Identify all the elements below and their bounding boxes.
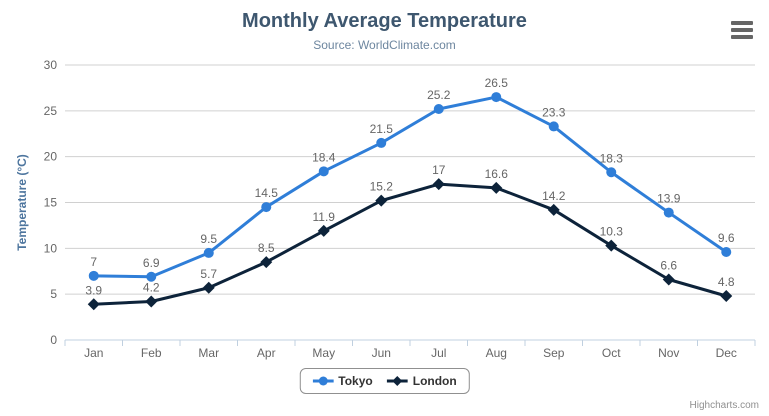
data-point-tokyo-nov[interactable] [663,207,674,218]
london-series-icon [386,376,408,386]
y-axis-tick-label: 0 [50,333,57,347]
data-point-london-dec[interactable] [720,290,733,302]
hamburger-menu-icon [731,35,753,39]
data-point-tokyo-sep[interactable] [548,121,559,132]
data-label: 4.8 [718,275,735,289]
data-point-tokyo-jun[interactable] [376,137,387,148]
x-axis-tick-label: Dec [716,346,737,360]
x-axis-tick-label: May [312,346,335,360]
data-label: 11.9 [313,210,336,224]
data-point-tokyo-feb[interactable] [146,271,157,282]
legend-label-london: London [412,374,457,388]
data-label: 26.5 [485,76,509,90]
data-point-tokyo-apr[interactable] [261,202,272,213]
data-label: 14.5 [255,186,279,200]
data-point-london-jun[interactable] [375,194,388,207]
data-label: 16.6 [485,167,509,181]
legend-label-tokyo: Tokyo [338,374,373,388]
series-line-tokyo[interactable] [92,95,728,279]
x-axis-tick-label: Jan [84,346,103,360]
data-label: 18.3 [600,151,624,165]
chart-subtitle: Source: WorldClimate.com [313,38,456,52]
data-label: 4.2 [143,281,160,295]
data-label: 17 [432,163,446,177]
data-point-london-may[interactable] [317,224,330,237]
data-point-london-oct[interactable] [605,239,618,252]
chart-title: Monthly Average Temperature [242,10,527,32]
y-axis-title: Temperature (°C) [15,154,29,251]
x-axis-tick-label: Sep [543,346,565,360]
data-label: 10.3 [600,225,624,239]
data-point-tokyo-may[interactable] [318,166,329,177]
legend-item-london[interactable]: London [386,374,457,388]
data-label: 9.5 [200,232,217,246]
legend: Tokyo London [299,368,470,394]
hamburger-menu-icon [731,28,753,32]
x-axis-tick-label: Nov [658,346,679,360]
x-axis-tick-label: Apr [257,346,276,360]
data-point-tokyo-mar[interactable] [203,247,214,258]
data-point-tokyo-oct[interactable] [606,167,617,178]
x-axis-tick-label: Oct [602,346,621,360]
tokyo-series-icon [312,376,334,386]
data-point-london-nov[interactable] [662,273,675,286]
data-label: 14.2 [542,189,566,203]
data-point-london-mar[interactable] [202,281,215,294]
data-label: 25.2 [427,88,451,102]
x-axis-tick-label: Jul [431,346,446,360]
data-point-london-aug[interactable] [490,181,503,194]
x-axis-tick-label: Feb [141,346,162,360]
hamburger-menu-icon [731,21,753,25]
data-label: 15.2 [370,180,394,194]
data-point-london-apr[interactable] [260,256,273,269]
data-point-london-jul[interactable] [432,178,445,191]
y-axis-tick-label: 15 [44,196,58,210]
y-axis-tick-label: 25 [44,104,58,118]
data-label: 7 [90,255,97,269]
y-axis-tick-label: 30 [44,58,58,72]
credits-link[interactable]: Highcharts.com [689,400,759,411]
data-label: 5.7 [200,267,217,281]
data-label: 6.9 [143,256,160,270]
data-label: 13.9 [657,192,681,206]
data-label: 21.5 [370,122,394,136]
y-axis-tick-label: 10 [44,241,58,255]
data-label: 18.4 [312,150,336,164]
data-point-london-sep[interactable] [547,203,560,216]
data-point-tokyo-aug[interactable] [491,92,502,103]
legend-item-tokyo[interactable]: Tokyo [312,374,373,388]
data-label: 8.5 [258,241,275,255]
data-label: 23.3 [542,105,566,119]
data-point-tokyo-jan[interactable] [88,270,99,281]
y-axis-tick-label: 5 [50,287,57,301]
data-label: 3.9 [85,283,102,297]
y-axis-tick-label: 20 [44,150,58,164]
data-label: 9.6 [718,231,735,245]
x-axis-tick-label: Aug [486,346,507,360]
data-label: 6.6 [660,259,677,273]
x-axis-tick-label: Mar [198,346,219,360]
data-point-london-feb[interactable] [145,295,158,308]
x-axis-tick-label: Jun [372,346,391,360]
data-point-tokyo-dec[interactable] [721,247,732,257]
data-point-london-jan[interactable] [87,298,100,311]
series-line-london[interactable] [92,182,728,306]
context-menu-button[interactable] [731,21,753,39]
data-point-tokyo-jul[interactable] [433,104,444,114]
